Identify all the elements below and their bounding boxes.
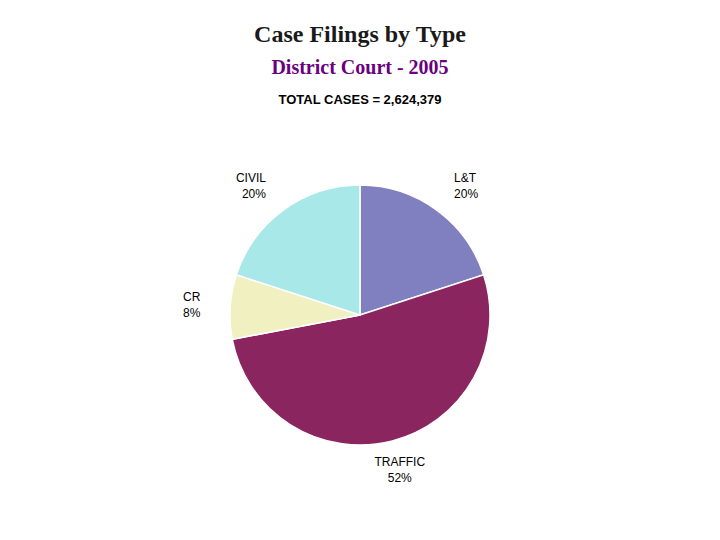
annotation: TOTAL CASES = 2,624,379 [279, 92, 442, 107]
labels: L&T 20% TRAFFIC 52% CR 8% CIVIL 20% [183, 171, 478, 485]
data-label: 20% [454, 187, 478, 201]
data-label: 20% [242, 187, 266, 201]
pie [230, 185, 490, 445]
data-label: 52% [388, 471, 412, 485]
subtitle: District Court - 2005 [271, 56, 448, 78]
chart: Case Filings by Type District Court - 200… [0, 0, 720, 540]
data-label: 8% [183, 306, 201, 320]
slice-label: CIVIL [236, 171, 266, 185]
slice-label: CR [183, 290, 201, 304]
title: Case Filings by Type [254, 21, 466, 47]
slice-label: TRAFFIC [374, 455, 425, 469]
pie-slice [236, 185, 360, 315]
slice-label: L&T [454, 171, 477, 185]
